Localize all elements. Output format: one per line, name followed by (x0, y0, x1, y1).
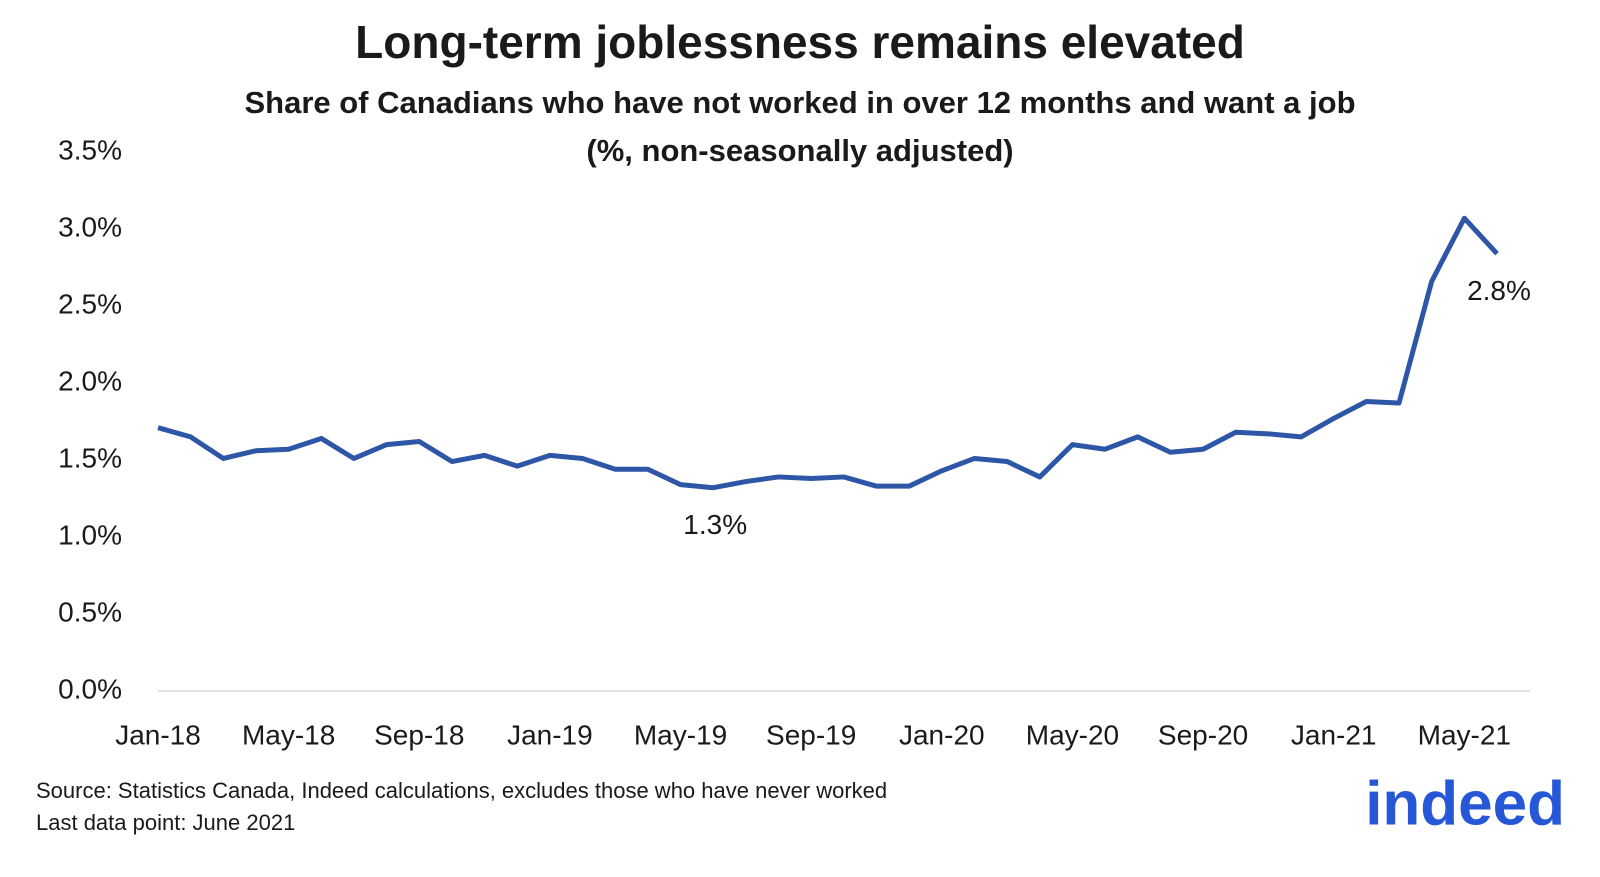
x-tick-label: Sep-19 (766, 719, 856, 750)
x-tick-label: Jan-21 (1291, 719, 1377, 750)
y-tick-label: 0.5% (58, 596, 122, 627)
chart-subtitle: (%, non-seasonally adjusted) (586, 133, 1013, 168)
y-tick-label: 2.5% (58, 288, 122, 319)
data-label: 2.8% (1467, 275, 1531, 306)
x-tick-label: Jan-18 (115, 719, 201, 750)
x-tick-label: Jan-19 (507, 719, 593, 750)
x-tick-label: May-21 (1418, 719, 1511, 750)
logo: indeed (1365, 769, 1565, 838)
chart-subtitle: Share of Canadians who have not worked i… (244, 85, 1355, 120)
y-tick-label: 1.5% (58, 442, 122, 473)
series-line (157, 215, 1499, 491)
y-tick-label: 2.0% (58, 365, 122, 396)
x-tick-label: Sep-20 (1158, 719, 1248, 750)
y-tick-label: 3.0% (58, 211, 122, 242)
x-tick-label: May-18 (242, 719, 335, 750)
y-tick-label: 3.5% (58, 134, 122, 165)
x-tick-label: May-20 (1026, 719, 1119, 750)
y-tick-label: 0.0% (58, 673, 122, 704)
chart-title: Long-term joblessness remains elevated (355, 16, 1245, 68)
data-note: Last data point: June 2021 (36, 810, 295, 835)
x-tick-label: May-19 (634, 719, 727, 750)
x-tick-label: Sep-18 (374, 719, 464, 750)
source-note: Source: Statistics Canada, Indeed calcul… (36, 778, 887, 803)
y-tick-label: 1.0% (58, 519, 122, 550)
data-label: 1.3% (683, 509, 747, 540)
x-tick-label: Jan-20 (899, 719, 985, 750)
